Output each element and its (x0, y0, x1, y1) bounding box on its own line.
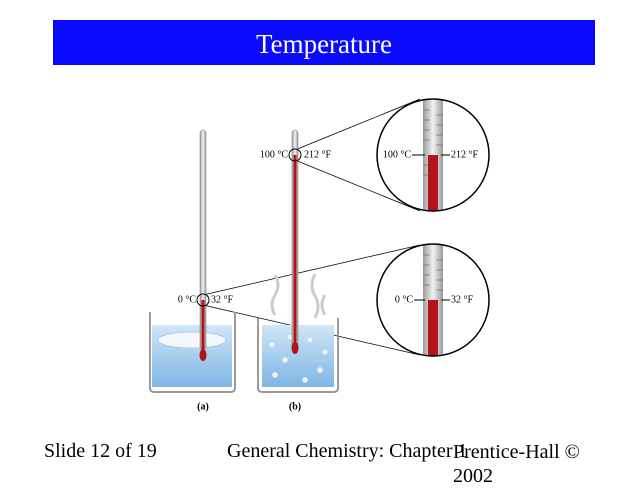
label: 212 °F (304, 149, 331, 160)
panel-label: (a) (197, 401, 209, 412)
thermometer-a (196, 129, 210, 361)
panel-label: (b) (289, 401, 301, 412)
slide: Temperature (44, 20, 595, 487)
title-bar: Temperature (53, 20, 595, 65)
label: 100 °C (383, 149, 411, 160)
beaker-b (257, 273, 339, 393)
course: General Chemistry: Chapter 1 (227, 440, 468, 462)
label: 212 °F (451, 149, 478, 160)
thermometer-b (288, 129, 302, 354)
figure: 100 °C 212 °F 0 °C 32 °F 100 °C 212 °F 0… (149, 98, 490, 412)
label: 100 °C (260, 149, 288, 160)
label: 32 °F (211, 294, 233, 305)
zoom-bottom (377, 244, 489, 356)
label: 0 °C (178, 294, 196, 305)
label: 0 °C (395, 294, 413, 305)
title: Temperature (255, 29, 393, 59)
beaker-a (149, 312, 236, 393)
publisher: Prentice-Hall © 2002 (453, 441, 580, 487)
slide-number: Slide 12 of 19 (44, 440, 157, 462)
label: 32 °F (451, 294, 473, 305)
zoom-top (377, 99, 489, 211)
